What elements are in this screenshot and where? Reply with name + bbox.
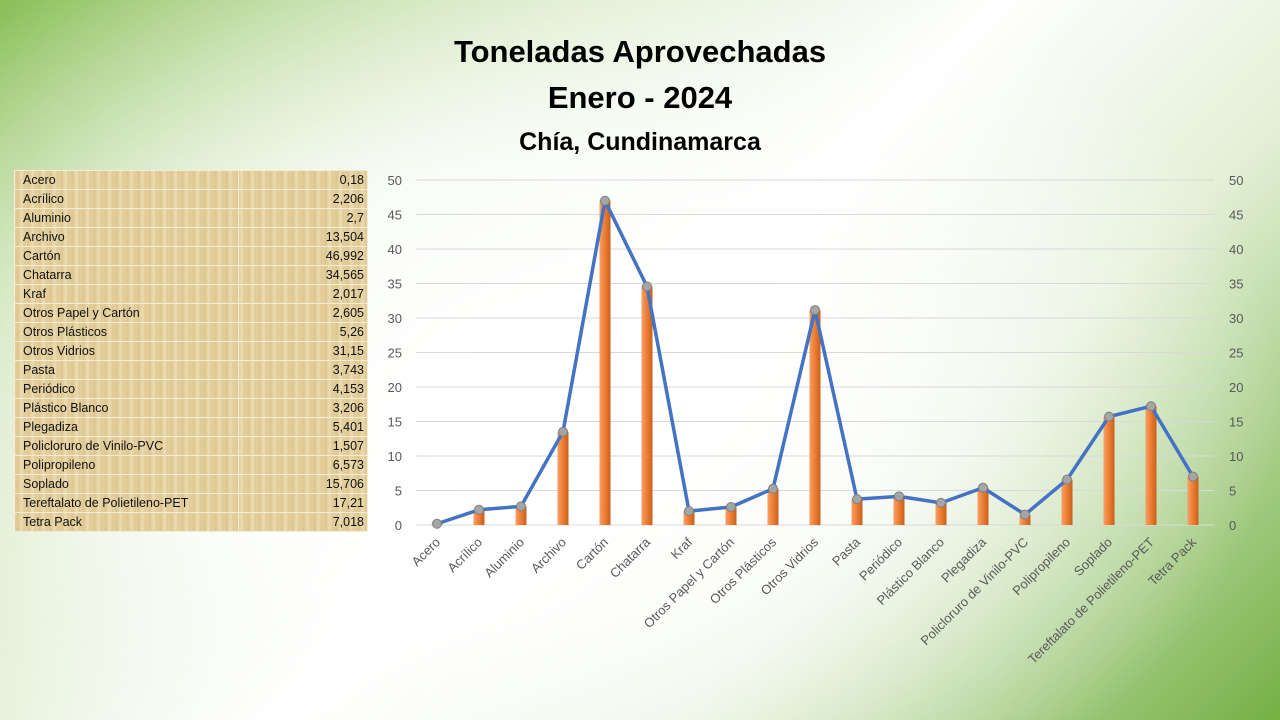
- line-marker: [1146, 401, 1156, 412]
- y-tick-label: 25: [388, 346, 402, 361]
- line-marker: [936, 497, 946, 508]
- table-row: Tetra Pack 7,018: [14, 512, 368, 532]
- table-row: Policloruro de Vinilo-PVC 1,507: [14, 436, 368, 456]
- data-table: Acero 0,18 Acrílico 2,206 Aluminio 2,7 Archivo…: [14, 170, 368, 532]
- table-row: Tereftalato de Polietileno-PET 17,21: [14, 493, 368, 513]
- y-tick-label: 30: [388, 311, 402, 326]
- table-row: Cartón 46,992: [14, 246, 368, 266]
- line-marker: [810, 305, 820, 316]
- x-tick-label: Acrílico: [444, 535, 485, 576]
- y2-tick-label: 15: [1229, 415, 1243, 430]
- bar: [683, 511, 695, 525]
- y-tick-label: 50: [388, 173, 402, 188]
- line-marker: [600, 195, 610, 206]
- table-row: Kraf 2,017: [14, 284, 368, 304]
- line-marker: [516, 501, 526, 512]
- table-row: Acero 0,18: [14, 170, 368, 190]
- table-row: Chatarra 34,565: [14, 265, 368, 285]
- y-tick-label: 40: [388, 242, 402, 257]
- bar: [1103, 416, 1115, 525]
- bar: [557, 431, 569, 525]
- x-tick-label: Pasta: [829, 534, 864, 569]
- y2-tick-label: 5: [1229, 484, 1236, 499]
- table-row: Otros Papel y Cartón 2,605: [14, 303, 368, 323]
- y2-tick-label: 45: [1229, 208, 1243, 223]
- table-row: Aluminio 2,7: [14, 208, 368, 228]
- bar: [515, 506, 527, 525]
- x-tick-label: Acero: [408, 535, 443, 570]
- line-marker: [1062, 474, 1072, 485]
- x-tick-label: Archivo: [528, 535, 569, 576]
- y-tick-label: 20: [388, 380, 402, 395]
- row-label: Tetra Pack: [14, 512, 239, 532]
- y2-tick-label: 50: [1229, 173, 1243, 188]
- line-marker: [684, 506, 694, 517]
- line-marker: [726, 502, 736, 513]
- line-marker: [978, 482, 988, 493]
- chart-title-period: Enero - 2024: [547, 80, 733, 115]
- row-value: 7,018: [238, 512, 368, 532]
- row-label: Pasta: [14, 360, 239, 380]
- x-tick-label: Cartón: [573, 535, 611, 573]
- y-tick-label: 35: [388, 277, 402, 292]
- bar: [809, 310, 821, 525]
- table-row: Archivo 13,504: [14, 227, 368, 247]
- x-tick-label: Chatarra: [607, 534, 654, 581]
- bar: [893, 496, 905, 525]
- bar: [767, 488, 779, 525]
- bar: [977, 487, 989, 525]
- bar: [1187, 476, 1199, 525]
- line-marker: [852, 494, 862, 505]
- bar: [1019, 514, 1031, 525]
- row-label: Cartón: [14, 246, 239, 266]
- line-marker: [1104, 411, 1114, 422]
- x-tick-label: Kraf: [668, 534, 696, 562]
- y-tick-label: 0: [395, 518, 402, 533]
- row-label: Tereftalato de Polietileno-PET: [14, 493, 239, 513]
- row-label: Chatarra: [14, 265, 239, 285]
- row-label: Otros Vidrios: [14, 341, 239, 361]
- bar: [1145, 406, 1157, 525]
- x-tick-label: Aluminio: [481, 535, 527, 581]
- y2-tick-label: 35: [1229, 277, 1243, 292]
- y-tick-label: 15: [388, 415, 402, 430]
- line-marker: [1188, 471, 1198, 482]
- y-tick-label: 10: [388, 449, 402, 464]
- bar: [725, 507, 737, 525]
- line-marker: [432, 518, 442, 529]
- line-marker: [642, 281, 652, 292]
- y-tick-label: 5: [395, 484, 402, 499]
- row-label: Policloruro de Vinilo-PVC: [14, 436, 239, 456]
- line-marker: [768, 483, 778, 494]
- y2-tick-label: 25: [1229, 346, 1243, 361]
- table-row: Polipropileno 6,573: [14, 455, 368, 475]
- bar: [599, 200, 611, 526]
- table-row: Acrílico 2,206: [14, 189, 368, 209]
- bar: [473, 509, 485, 525]
- bar: [641, 286, 653, 525]
- y-tick-label: 45: [388, 208, 402, 223]
- bar: [1061, 479, 1073, 525]
- chart-title: Toneladas Aprovechadas: [453, 34, 827, 69]
- y2-tick-label: 20: [1229, 380, 1243, 395]
- row-value: 34,565: [238, 265, 368, 285]
- bar: [935, 502, 947, 525]
- row-value: 2,206: [238, 189, 368, 209]
- chart-subtitle: Chía, Cundinamarca: [519, 128, 761, 156]
- row-value: 13,504: [238, 227, 368, 247]
- y2-tick-label: 40: [1229, 242, 1243, 257]
- y2-tick-label: 10: [1229, 449, 1243, 464]
- line-marker: [894, 491, 904, 502]
- row-value: 46,992: [238, 246, 368, 266]
- line-marker: [474, 504, 484, 515]
- line-marker: [558, 426, 568, 437]
- y2-tick-label: 30: [1229, 311, 1243, 326]
- row-label: Plástico Blanco: [14, 398, 239, 418]
- table-row: Pasta 3,743: [14, 360, 368, 380]
- bar: [851, 499, 863, 525]
- y2-tick-label: 0: [1229, 518, 1236, 533]
- table-row: Plegadiza 5,401: [14, 417, 368, 437]
- line-marker: [1020, 509, 1030, 520]
